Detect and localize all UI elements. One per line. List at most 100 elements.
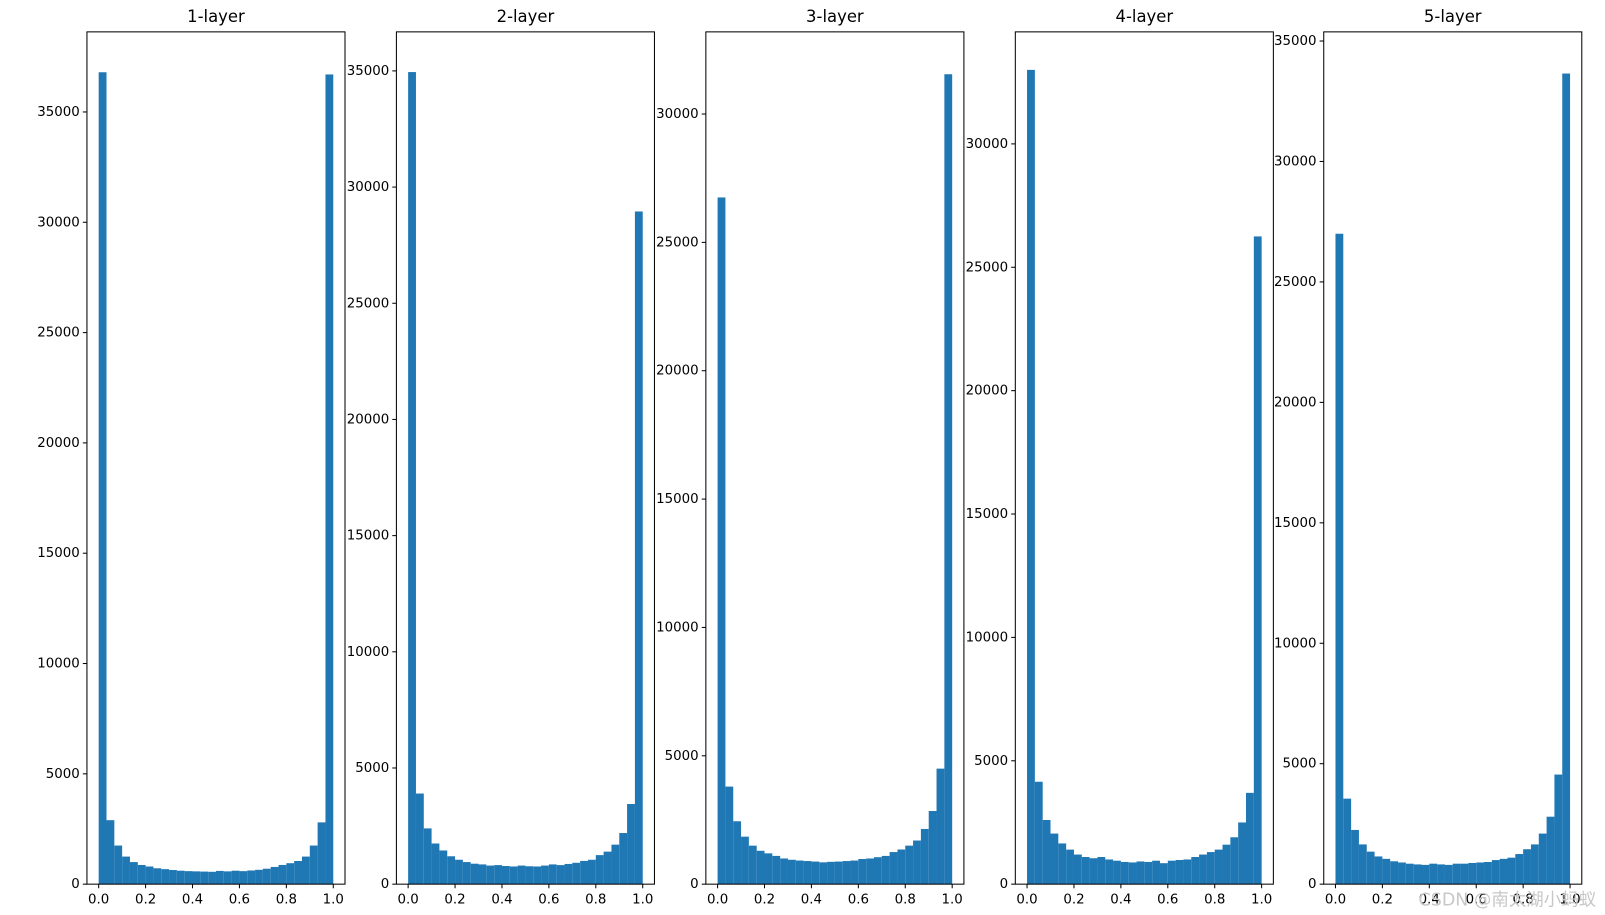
bar — [509, 866, 518, 885]
bar — [1230, 837, 1239, 885]
bar — [928, 810, 937, 885]
bar — [301, 856, 310, 885]
bar — [1206, 852, 1215, 885]
x-tick-label: 0.4 — [1419, 893, 1440, 908]
axes-frame — [395, 31, 655, 885]
bar — [889, 852, 898, 885]
y-tick-label: 0 — [71, 877, 80, 892]
x-tick-label: 0.0 — [1325, 893, 1346, 908]
bar — [1562, 73, 1571, 885]
bar — [1538, 833, 1547, 885]
bar — [106, 820, 115, 885]
bar — [1523, 849, 1531, 885]
bar — [1159, 863, 1168, 885]
y-tick-label: 20000 — [347, 412, 390, 427]
bar — [486, 865, 495, 885]
subplot: 1-layer 0.0 0.2 0.4 0.6 0.8 1.0 0 5000 10000 15000… — [37, 7, 346, 908]
bar — [200, 871, 209, 885]
x-tick-label: 0.4 — [801, 893, 822, 908]
y-tick-label: 15000 — [347, 529, 390, 544]
bar — [1421, 864, 1430, 885]
bar — [1366, 851, 1375, 885]
x-tick-label: 0.4 — [491, 893, 512, 908]
bar — [223, 871, 232, 885]
subplot: 5-layer 0.0 0.2 0.4 0.6 0.8 1.0 0 5000 10000 15000… — [1274, 7, 1583, 908]
bar — [936, 768, 945, 885]
bar — [741, 836, 749, 885]
bar — [1460, 863, 1469, 885]
axes-frame — [705, 31, 965, 885]
bar — [541, 865, 549, 885]
bar — [145, 866, 154, 885]
bar — [1429, 863, 1438, 885]
x-tick-label: 0.2 — [1063, 893, 1084, 908]
x-tick-label: 0.2 — [135, 893, 156, 908]
x-tick-label: 0.6 — [1157, 893, 1178, 908]
bar — [1413, 864, 1422, 885]
y-tick-label: 0 — [381, 877, 390, 892]
bar — [439, 850, 448, 885]
y-tick-label: 15000 — [37, 546, 80, 561]
bar — [811, 861, 820, 885]
bar — [1374, 856, 1383, 885]
y-tick-label: 30000 — [656, 107, 699, 122]
bar — [1405, 863, 1414, 885]
bar — [533, 866, 542, 885]
bar — [556, 865, 565, 885]
bar — [1351, 829, 1359, 885]
y-tick-label: 0 — [1000, 877, 1009, 892]
y-tick-label: 10000 — [37, 657, 80, 672]
bar — [114, 845, 123, 885]
bar — [1437, 864, 1445, 885]
bar — [1136, 861, 1145, 885]
bar — [325, 74, 334, 885]
bar — [595, 855, 604, 885]
bar — [748, 845, 757, 885]
bar — [129, 862, 138, 885]
bar — [780, 858, 788, 885]
bar — [1199, 854, 1207, 885]
bar — [725, 786, 734, 885]
y-tick-label: 10000 — [1274, 636, 1316, 651]
bar — [208, 871, 216, 885]
bar — [850, 860, 859, 885]
x-tick-label: 0.2 — [444, 893, 465, 908]
bar — [1491, 860, 1500, 885]
bar — [717, 197, 726, 885]
bar — [756, 850, 765, 885]
bar — [247, 870, 256, 885]
bar — [827, 861, 835, 885]
bar — [1238, 822, 1246, 885]
bar — [262, 868, 271, 885]
y-tick-label: 15000 — [656, 492, 699, 507]
bar — [842, 861, 851, 885]
bar — [423, 828, 432, 885]
bar — [1484, 861, 1492, 885]
bar — [415, 793, 424, 885]
y-tick-label: 30000 — [966, 137, 1009, 152]
y-tick-label: 5000 — [974, 754, 1008, 769]
x-tick-label: 0.0 — [88, 893, 109, 908]
x-tick-label: 0.8 — [1513, 893, 1534, 908]
bar — [866, 858, 874, 885]
bar — [1335, 233, 1344, 885]
y-tick-label: 15000 — [1274, 516, 1316, 531]
y-tick-label: 30000 — [37, 215, 80, 230]
bar — [1546, 816, 1555, 885]
subplot-title: 1-layer — [187, 7, 245, 26]
x-tick-label: 0.8 — [276, 893, 297, 908]
y-tick-label: 15000 — [966, 507, 1009, 522]
y-tick-label: 20000 — [37, 436, 80, 451]
y-tick-label: 35000 — [347, 64, 390, 79]
bar — [858, 858, 867, 885]
y-tick-label: 10000 — [966, 630, 1009, 645]
bar — [944, 74, 953, 885]
bar — [1468, 862, 1477, 885]
bar — [153, 868, 162, 885]
bar — [1253, 236, 1262, 885]
y-tick-label: 5000 — [46, 767, 80, 782]
bar — [462, 862, 471, 885]
bar — [764, 853, 773, 885]
x-tick-label: 0.4 — [182, 893, 203, 908]
